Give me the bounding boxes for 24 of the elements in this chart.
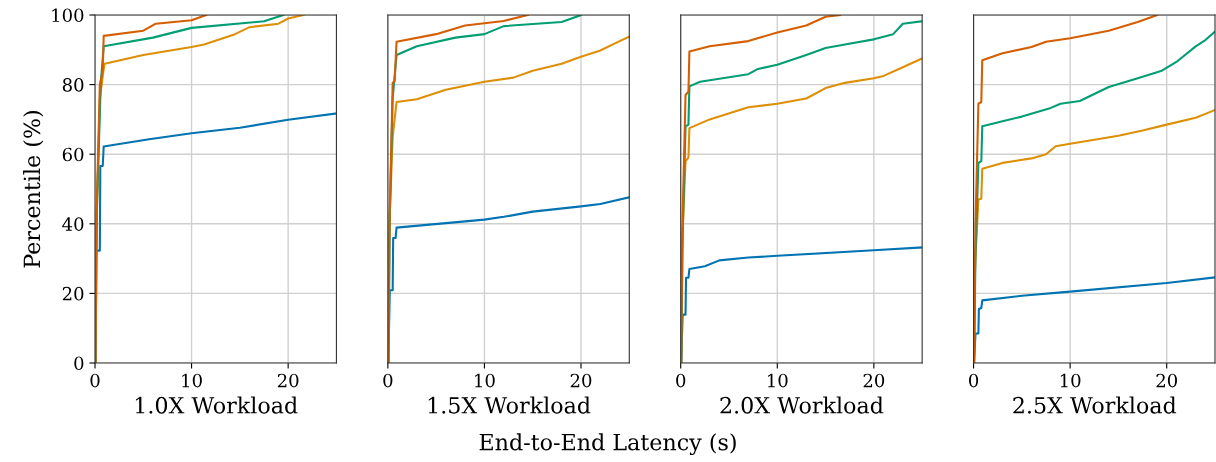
- x-axis-title: 2.0X Workload: [720, 396, 884, 414]
- x-axis-title: 1.0X Workload: [135, 396, 298, 414]
- x-tick-label: 20: [570, 373, 592, 388]
- y-tick-label: 20: [62, 286, 84, 301]
- x-tick-label: 0: [969, 373, 979, 388]
- x-tick-label: 20: [277, 373, 299, 388]
- x-tick-label: 20: [863, 373, 885, 388]
- x-tick-label: 0: [676, 373, 686, 388]
- y-tick-label: 40: [62, 217, 84, 231]
- text: End-to-End Latency (s): [479, 433, 736, 456]
- x-tick-label: 10: [768, 373, 788, 388]
- y-tick-label: 80: [62, 78, 84, 92]
- x-tick-label: 20: [1156, 373, 1177, 388]
- x-tick-label: 10: [475, 373, 495, 388]
- x-tick-label: 0: [383, 373, 393, 388]
- x-axis-title: 2.5X Workload: [1013, 396, 1177, 414]
- x-tick-label: 10: [1060, 373, 1081, 388]
- y-tick-label: 60: [62, 147, 84, 162]
- y-axis-title: Percentile (%): [23, 111, 44, 268]
- y-tick-label: 0: [74, 356, 84, 371]
- x-tick-label: 10: [182, 373, 202, 388]
- x-tick-label: 0: [90, 373, 100, 388]
- y-tick-label: 100: [52, 8, 84, 23]
- x-axis-title: 1.5X Workload: [428, 396, 591, 414]
